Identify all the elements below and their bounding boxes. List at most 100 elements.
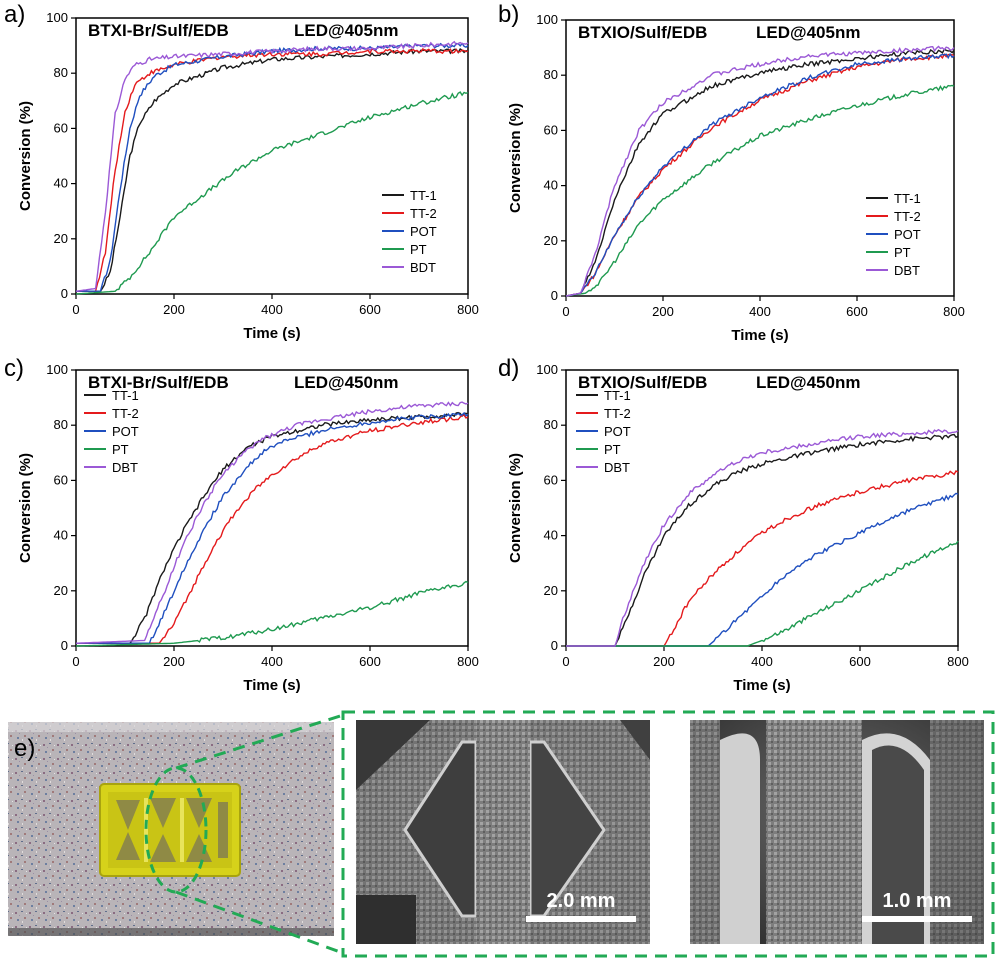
x-tick-label: 800 — [947, 654, 969, 669]
y-tick-label: 40 — [544, 178, 558, 193]
series-line-pt — [75, 580, 469, 647]
series-line-pot — [76, 411, 469, 644]
chart-subtitle: LED@405nm — [294, 21, 398, 40]
x-tick-label: 200 — [163, 654, 185, 669]
legend-label: PT — [410, 242, 427, 257]
x-tick-label: 400 — [261, 302, 283, 317]
series-line-tt-1 — [565, 48, 955, 297]
x-tick-label: 800 — [943, 304, 965, 319]
y-tick-label: 40 — [54, 176, 68, 191]
y-axis-label: Conversion (%) — [17, 101, 34, 211]
series-line-pot — [565, 52, 955, 297]
y-tick-label: 0 — [551, 638, 558, 653]
y-tick-label: 80 — [544, 417, 558, 432]
legend-label: PT — [112, 442, 129, 457]
y-tick-label: 60 — [54, 472, 68, 487]
y-tick-label: 80 — [544, 67, 558, 82]
y-axis-label: Conversion (%) — [507, 453, 524, 563]
legend-label: TT-2 — [410, 206, 437, 221]
sem-image-1: 2.0 mm — [356, 720, 650, 944]
scale-bar-1-label: 2.0 mm — [547, 890, 616, 912]
y-tick-label: 80 — [54, 417, 68, 432]
x-axis-label: Time (s) — [243, 325, 300, 342]
legend-label: TT-1 — [894, 191, 921, 206]
x-tick-label: 600 — [849, 654, 871, 669]
sem-image-2: 1.0 mm — [690, 720, 984, 944]
series-line-dbt — [566, 428, 959, 647]
zoom-connector-bottom — [175, 890, 341, 954]
legend-label: PT — [604, 442, 621, 457]
x-tick-label: 600 — [359, 302, 381, 317]
series-line-pt — [566, 540, 959, 647]
y-tick-label: 0 — [551, 288, 558, 303]
chart-title: BTXI-Br/Sulf/EDB — [88, 21, 229, 40]
x-axis-label: Time (s) — [731, 327, 788, 344]
panel-label: c) — [4, 355, 24, 382]
series-line-dbt — [76, 401, 469, 644]
x-axis-label: Time (s) — [243, 677, 300, 694]
y-tick-label: 40 — [54, 528, 68, 543]
zoom-frame — [341, 710, 995, 958]
chart-2: b) BTXIO/Sulf/EDB LED@405nm 0 200 400 600 800 0 2… — [498, 1, 965, 344]
x-tick-label: 0 — [72, 654, 79, 669]
y-tick-label: 100 — [46, 10, 68, 25]
y-tick-label: 80 — [54, 65, 68, 80]
scale-bar-1 — [526, 916, 636, 922]
legend-label: TT-1 — [604, 388, 631, 403]
y-tick-label: 0 — [61, 638, 68, 653]
x-axis-label: Time (s) — [733, 677, 790, 694]
series-line-tt-1 — [76, 48, 469, 292]
y-tick-label: 60 — [54, 120, 68, 135]
panel-label-e: e) — [14, 735, 35, 762]
legend-label: TT-1 — [112, 388, 139, 403]
legend-label: DBT — [894, 263, 920, 278]
y-tick-label: 20 — [54, 231, 68, 246]
x-tick-label: 800 — [457, 302, 479, 317]
legend-label: POT — [894, 227, 921, 242]
legend-label: TT-2 — [604, 406, 631, 421]
y-tick-label: 0 — [61, 286, 68, 301]
series-line-tt-2 — [566, 470, 959, 647]
series-line-dbt — [565, 45, 955, 297]
chart-title: BTXIO/Sulf/EDB — [578, 23, 707, 42]
zoom-region-ellipse — [144, 766, 208, 894]
zoom-connector-top — [175, 714, 341, 770]
panel-label: b) — [498, 1, 519, 28]
printed-part — [99, 783, 241, 877]
legend-label: DBT — [112, 460, 138, 475]
series-line-pt — [75, 91, 469, 295]
y-tick-label: 100 — [536, 362, 558, 377]
chart-4: d) BTXIO/Sulf/EDB LED@450nm 0 200 400 600 800 0 2… — [498, 355, 969, 694]
legend-label: DBT — [604, 460, 630, 475]
chart-subtitle: LED@450nm — [294, 373, 398, 392]
x-tick-label: 200 — [163, 302, 185, 317]
y-tick-label: 20 — [544, 583, 558, 598]
chart-title: BTXIO/Sulf/EDB — [578, 373, 707, 392]
x-tick-label: 0 — [562, 654, 569, 669]
x-tick-label: 200 — [652, 304, 674, 319]
panel-label: d) — [498, 355, 519, 382]
legend-label: POT — [604, 424, 631, 439]
x-tick-label: 400 — [749, 304, 771, 319]
x-tick-label: 800 — [457, 654, 479, 669]
series-line-tt-1 — [76, 411, 469, 644]
panel-label: a) — [4, 1, 25, 28]
scale-bar-2-label: 1.0 mm — [883, 890, 952, 912]
scale-bar-2 — [862, 916, 972, 922]
x-tick-label: 200 — [653, 654, 675, 669]
legend-label: TT-2 — [894, 209, 921, 224]
printed-object-photo: e) — [8, 722, 334, 936]
panel-e-photographs: e) 2.0 mm — [8, 710, 995, 958]
legend-label: POT — [112, 424, 139, 439]
y-axis-label: Conversion (%) — [17, 453, 34, 563]
series-line-pt — [565, 84, 955, 297]
chart-1: a) BTXI-Br/Sulf/EDB LED@405nm 0 200 400 600 800… — [4, 1, 479, 342]
y-tick-label: 20 — [54, 583, 68, 598]
x-tick-label: 600 — [846, 304, 868, 319]
x-tick-label: 400 — [751, 654, 773, 669]
series-line-tt-1 — [566, 433, 959, 647]
legend-label: TT-1 — [410, 188, 437, 203]
